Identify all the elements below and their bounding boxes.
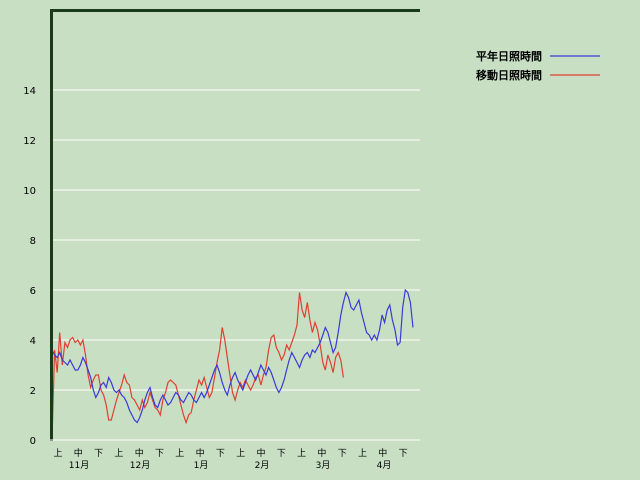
y-axis-line [50,9,53,441]
grid-lines [52,89,420,391]
plot-top-border [50,9,420,12]
x-period-label: 中 [196,447,205,459]
x-period-label: 中 [135,447,144,459]
legend-label: 平年日照時間 [476,49,542,63]
x-period-label: 中 [256,447,265,459]
x-period-label: 下 [399,449,408,459]
x-period-label: 下 [338,449,347,459]
x-period-label: 上 [236,448,245,459]
y-tick-label: 2 [30,386,36,397]
y-tick-label: 12 [23,136,36,147]
series-line-0 [51,288,414,424]
x-month-label: 11月 [69,460,89,471]
y-tick-label: 4 [30,336,36,347]
x-month-label: 12月 [130,460,150,471]
x-axis-ticks: 上中下上中下上中下上中下上中下上中下11月 12月 1月 2月 3月 4月 [53,447,407,471]
y-tick-label: 0 [30,436,36,447]
series-lines [51,288,414,441]
x-month-label: 2月 [255,460,270,471]
x-period-label: 下 [155,449,164,459]
x-period-label: 中 [74,447,83,459]
y-tick-label: 10 [23,186,36,197]
x-period-label: 上 [114,448,123,459]
x-period-label: 中 [317,447,326,459]
y-tick-label: 6 [30,286,36,297]
y-tick-label: 8 [30,236,36,247]
x-month-label: 1月 [194,460,209,471]
x-month-label: 4月 [377,460,392,471]
x-period-label: 上 [297,448,306,459]
y-tick-label: 14 [23,86,36,97]
x-period-label: 中 [378,447,387,459]
y-axis-ticks: 0 2 4 6 8 10 12 14 [23,86,36,447]
x-month-label: 3月 [316,460,331,471]
x-period-label: 上 [53,448,62,459]
x-period-label: 上 [358,448,367,459]
legend-label: 移動日照時間 [476,68,542,82]
x-period-label: 上 [175,448,184,459]
x-period-label: 下 [277,449,286,459]
x-period-label: 下 [216,449,225,459]
x-period-label: 下 [94,449,103,459]
